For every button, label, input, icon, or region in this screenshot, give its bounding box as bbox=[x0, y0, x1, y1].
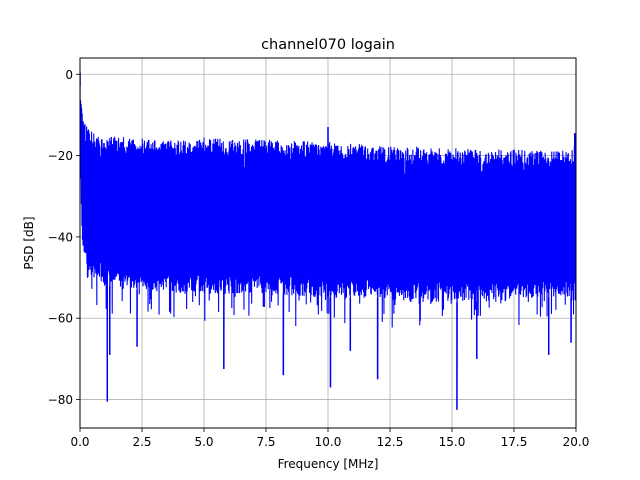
x-tick-label: 15.0 bbox=[439, 435, 466, 449]
y-tick-label: 0 bbox=[65, 68, 73, 82]
y-axis: 0 −20 −40 −60 −80 bbox=[48, 68, 80, 407]
y-tick-label: −20 bbox=[48, 149, 73, 163]
x-axis-label: Frequency [MHz] bbox=[278, 457, 379, 471]
y-axis-label: PSD [dB] bbox=[22, 216, 36, 269]
plot-area bbox=[80, 72, 576, 410]
x-tick-label: 17.5 bbox=[501, 435, 528, 449]
chart-title: channel070 logain bbox=[261, 37, 395, 53]
x-tick-label: 0.0 bbox=[70, 435, 89, 449]
psd-series-line bbox=[80, 72, 576, 410]
x-tick-label: 12.5 bbox=[377, 435, 404, 449]
y-tick-label: −60 bbox=[48, 312, 73, 326]
x-tick-label: 20.0 bbox=[563, 435, 590, 449]
y-tick-label: −80 bbox=[48, 393, 73, 407]
x-tick-label: 5.0 bbox=[194, 435, 213, 449]
x-axis: 0.0 2.5 5.0 7.5 10.0 12.5 15.0 17.5 20.0 bbox=[70, 428, 589, 449]
x-tick-label: 7.5 bbox=[256, 435, 275, 449]
x-tick-label: 2.5 bbox=[132, 435, 151, 449]
y-tick-label: −40 bbox=[48, 230, 73, 244]
x-tick-label: 10.0 bbox=[315, 435, 342, 449]
